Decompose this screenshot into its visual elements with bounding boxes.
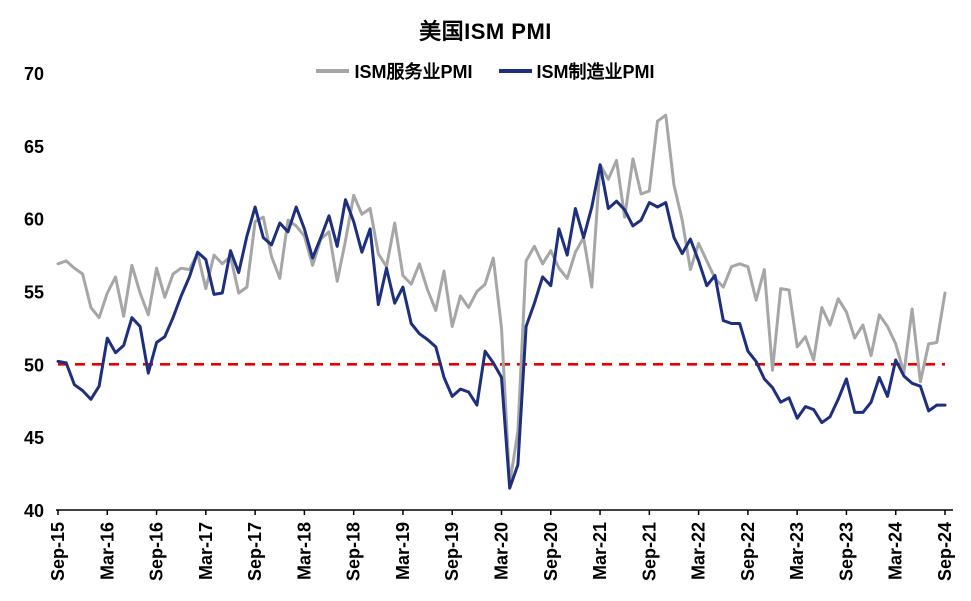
services-pmi-line <box>56 113 947 486</box>
x-tick-label: Mar-20 <box>492 522 512 580</box>
x-tick-label: Sep-22 <box>738 522 758 581</box>
y-tick-label: 65 <box>24 137 44 157</box>
x-tick-label: Mar-24 <box>886 522 906 580</box>
chart-legend: ISM服务业PMI ISM制造业PMI <box>0 58 971 84</box>
services-line-swatch <box>316 69 350 73</box>
y-tick-label: 45 <box>24 428 44 448</box>
chart-title: 美国ISM PMI <box>419 19 552 44</box>
x-tick-label: Mar-18 <box>294 522 314 580</box>
legend-label-services: ISM服务业PMI <box>354 62 473 82</box>
x-tick-label: Sep-18 <box>344 522 364 581</box>
x-tick-label: Sep-21 <box>639 522 659 581</box>
legend-item-manufacturing: ISM制造业PMI <box>498 58 655 84</box>
manufacturing-line-swatch <box>498 69 532 73</box>
x-tick-label: Mar-22 <box>689 522 709 580</box>
x-tick-label: Sep-20 <box>541 522 561 581</box>
x-tick-label: Mar-19 <box>393 522 413 580</box>
legend-label-manufacturing: ISM制造业PMI <box>536 62 655 82</box>
manufacturing-pmi-line <box>56 163 947 490</box>
y-tick-label: 55 <box>24 283 44 303</box>
y-tick-label: 50 <box>24 355 44 375</box>
x-tick-label: Mar-23 <box>787 522 807 580</box>
x-tick-label: Sep-19 <box>442 522 462 581</box>
y-tick-label: 40 <box>24 501 44 521</box>
y-tick-label: 70 <box>24 64 44 84</box>
x-tick-label: Mar-16 <box>97 522 117 580</box>
y-tick-label: 60 <box>24 210 44 230</box>
x-tick-label: Mar-17 <box>196 522 216 580</box>
x-tick-label: Sep-23 <box>836 522 856 581</box>
legend-item-services: ISM服务业PMI <box>316 58 473 84</box>
x-tick-label: Sep-16 <box>147 522 167 581</box>
x-tick-label: Mar-21 <box>590 522 610 580</box>
x-tick-label: Sep-24 <box>935 522 955 581</box>
x-tick-label: Sep-17 <box>245 522 265 581</box>
x-tick-label: Sep-15 <box>48 522 68 581</box>
